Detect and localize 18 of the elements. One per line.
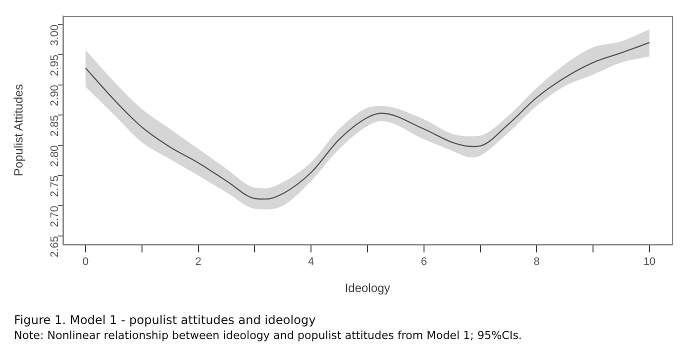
x-tick-label: 2 (195, 256, 202, 268)
x-tick-label: 4 (308, 256, 314, 268)
x-tick-label: 10 (643, 256, 656, 268)
y-tick-label: 2.70 (49, 206, 62, 228)
x-tick-label: 6 (420, 256, 427, 268)
y-tick-label: 2.65 (49, 236, 62, 258)
x-tick-label: 8 (534, 256, 540, 268)
caption: Figure 1. Model 1 - populist attitudes and ideology (14, 312, 317, 328)
y-tick-label: 2.80 (49, 145, 62, 167)
y-tick-label: 2.75 (49, 176, 62, 197)
text: Note: Nonlinear relationship between ideology and populist attitudes from Model 1; 95%CIs. (14, 328, 522, 344)
x-tick-label: 0 (82, 256, 89, 268)
x-axis-title: Ideology (344, 281, 390, 296)
y-tick-label: 2.95 (49, 54, 62, 76)
y-tick-label: 3.00 (49, 24, 62, 46)
y-tick-label: 2.85 (49, 115, 62, 137)
y-tick-label: 2.90 (49, 84, 62, 106)
y-axis-title: Populist Attitudes (12, 84, 26, 176)
